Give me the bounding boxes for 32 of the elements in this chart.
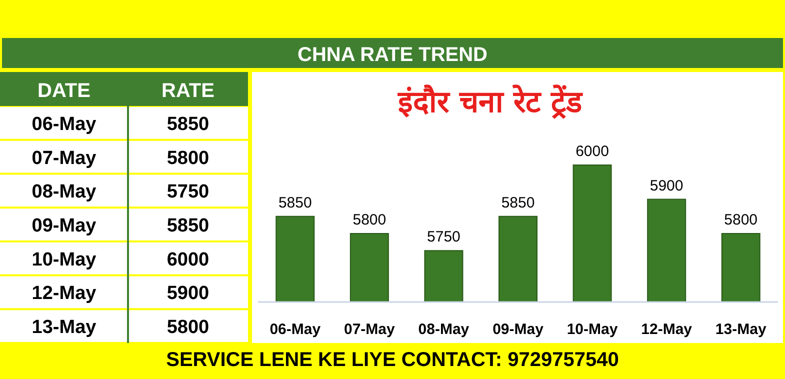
chart-subtitle: CHNA RATE TREND <box>298 44 488 66</box>
text: 5800 <box>166 317 210 338</box>
text: 5750 <box>166 182 210 203</box>
chart-title: इंदौर चना रेट ट्रेंड <box>396 84 584 120</box>
x-tick-label: 12-May <box>641 321 693 338</box>
text: 08-May <box>32 182 97 203</box>
text: 09-May <box>32 216 97 236</box>
text: DATE <box>38 80 90 102</box>
x-tick-label: 09-May <box>492 321 544 338</box>
x-tick-label: 07-May <box>344 321 396 338</box>
text: 10-May <box>32 249 97 270</box>
text: RATE <box>162 80 214 102</box>
data-label: 5800 <box>724 212 758 228</box>
data-label: 5850 <box>278 194 312 212</box>
data-label: 5850 <box>501 194 535 212</box>
x-tick-label: 08-May <box>418 321 470 338</box>
text: 5800 <box>166 148 210 169</box>
x-tick-label: 13-May <box>715 321 767 338</box>
text: 5900 <box>166 283 210 304</box>
text: 06-May <box>32 114 97 135</box>
data-label: 5800 <box>352 212 386 228</box>
text: 6000 <box>166 249 210 270</box>
text: 12-May <box>32 283 97 304</box>
text: 07-May <box>32 148 97 169</box>
data-label: 5900 <box>650 177 684 194</box>
x-tick-label: 06-May <box>270 321 322 338</box>
text: 5850 <box>166 216 210 236</box>
data-label: 5750 <box>427 228 460 246</box>
text: SERVICE LENE KE LIYE CONTACT: 9729757540 <box>166 349 619 371</box>
text: 5850 <box>166 114 210 135</box>
x-tick-label: 10-May <box>566 321 618 338</box>
data-label: 6000 <box>576 143 609 160</box>
